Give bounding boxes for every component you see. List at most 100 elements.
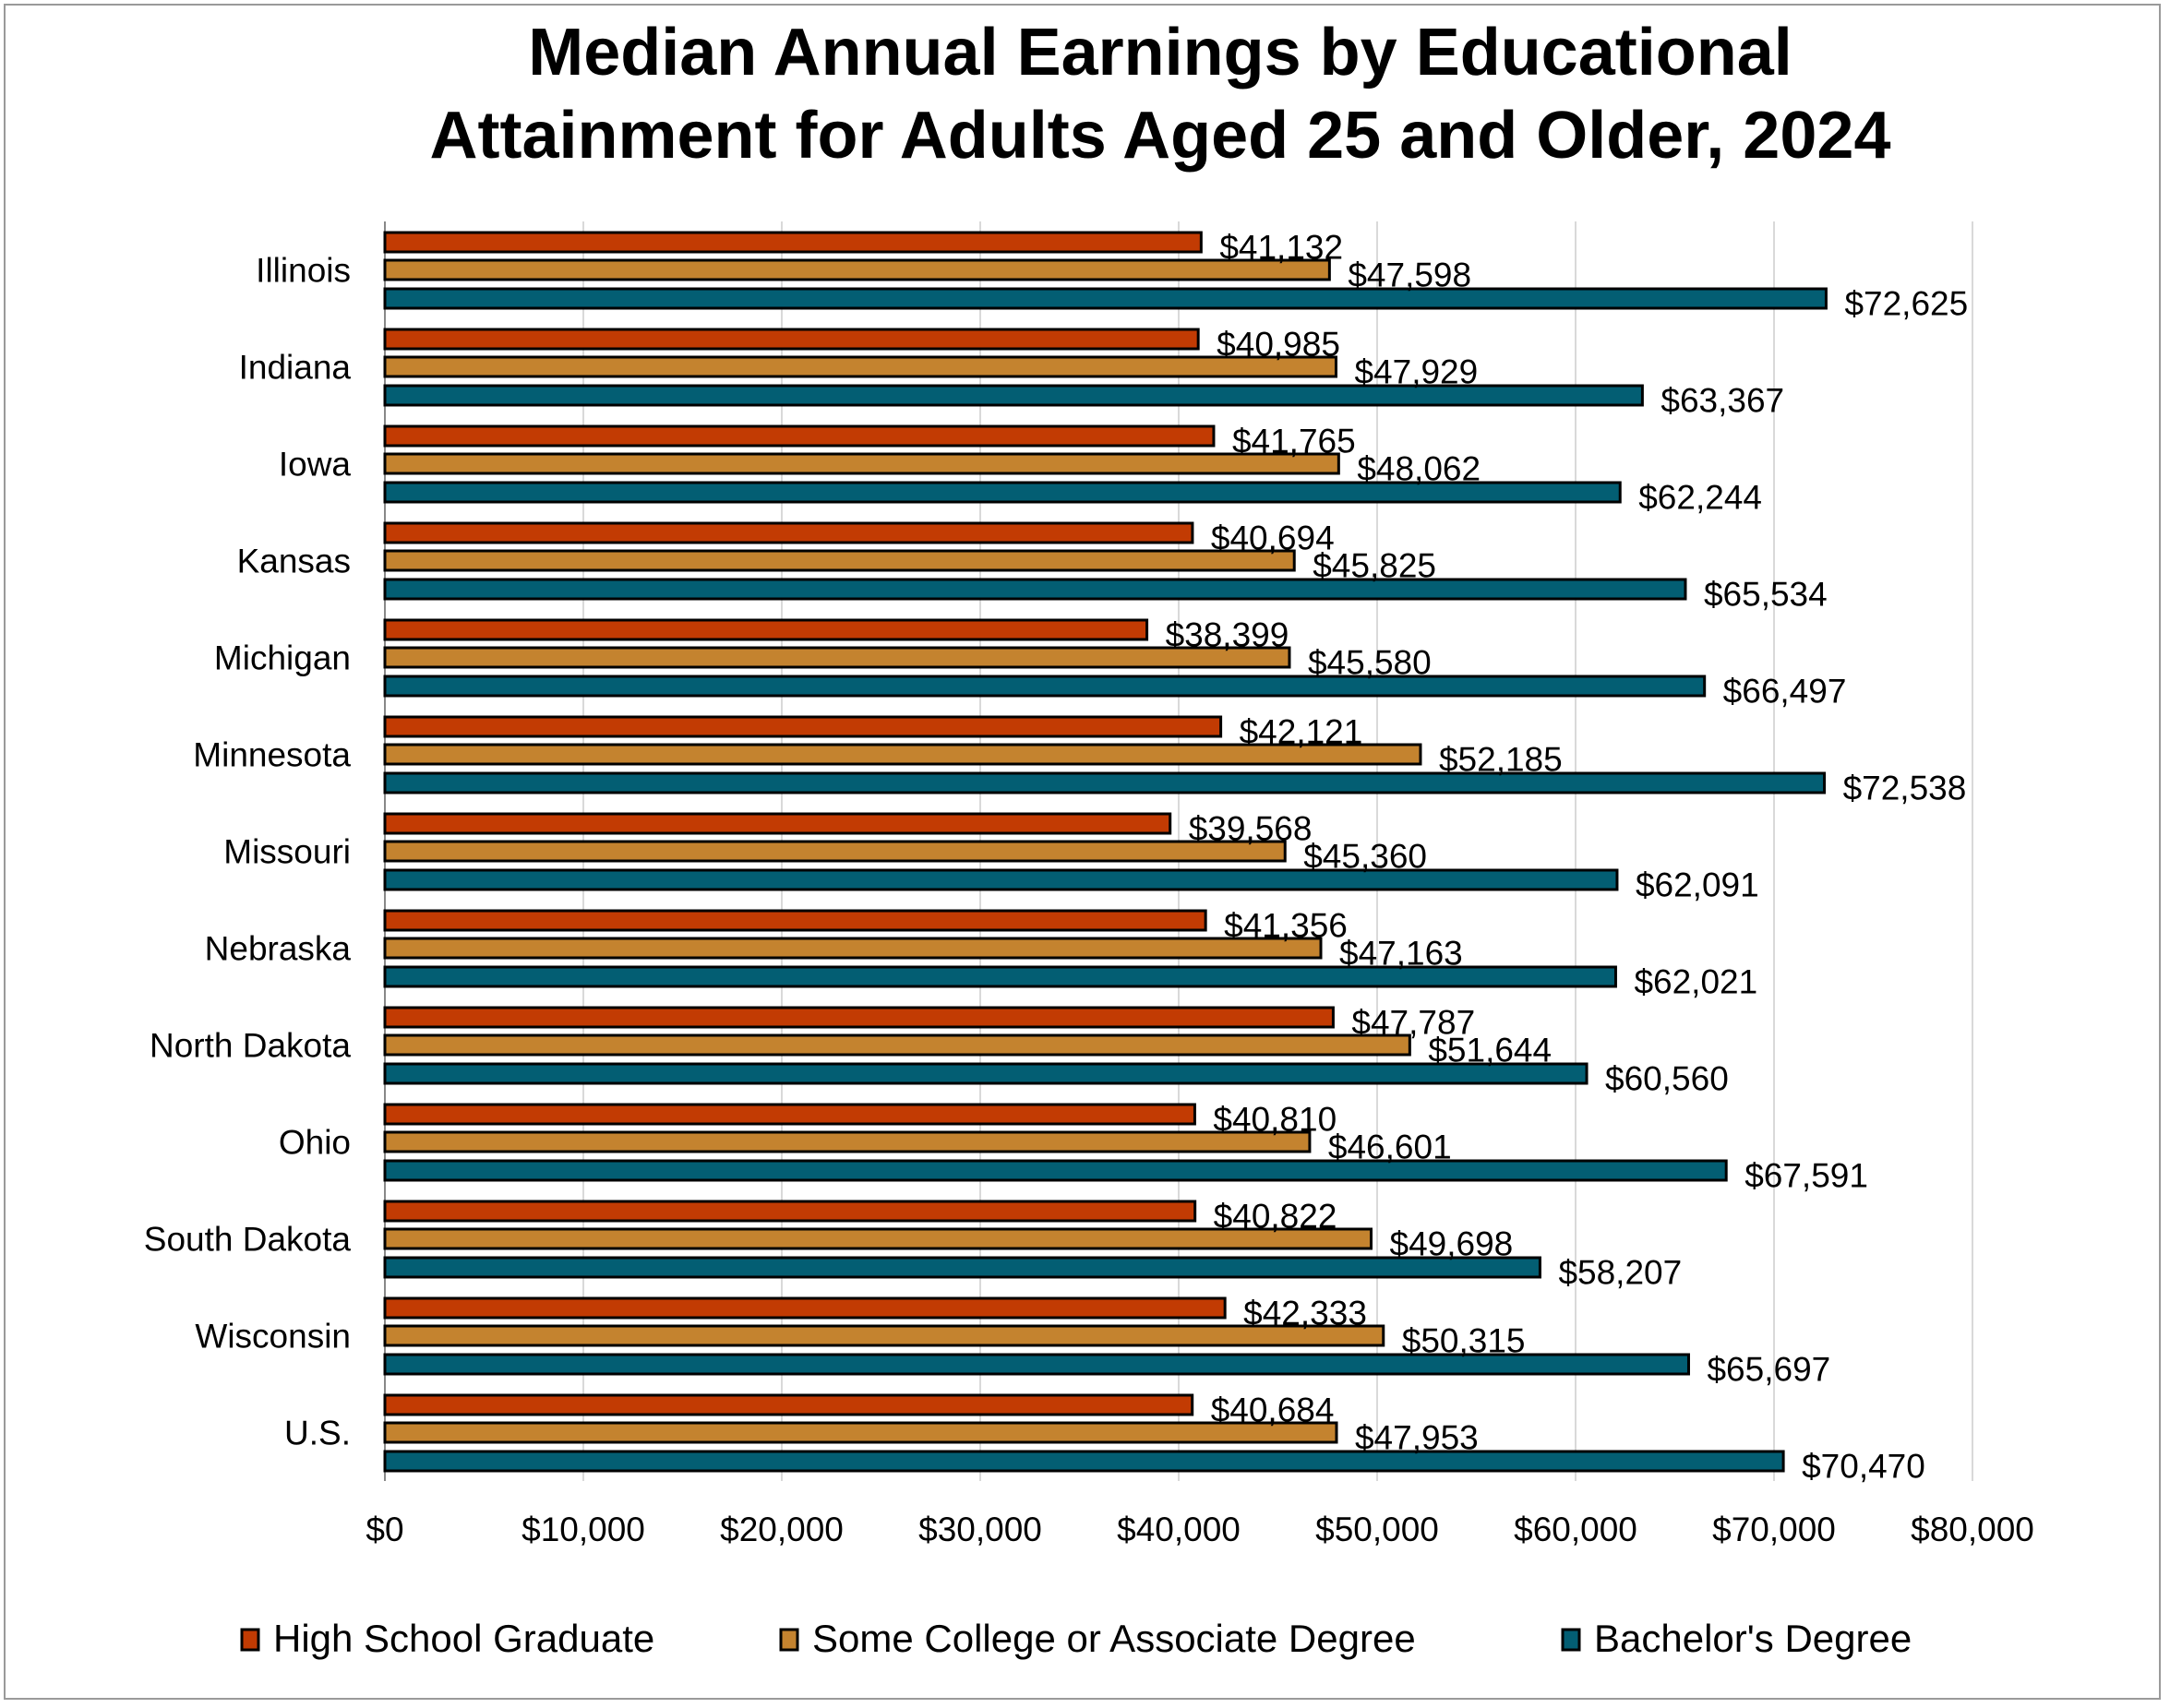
data-label: $39,568 [1189,810,1313,848]
bar [383,1200,1197,1223]
bar [383,328,1200,351]
x-tick-label: $80,000 [1911,1511,2034,1548]
bar [383,1227,1373,1250]
chart-frame [4,4,2161,1700]
x-tick-label: $70,000 [1712,1511,1836,1548]
x-tick-label: $50,000 [1315,1511,1439,1548]
bar [383,452,1340,475]
data-label: $41,356 [1224,907,1348,945]
bar [383,771,1827,794]
bar [383,231,1203,254]
data-label: $45,580 [1308,644,1432,682]
data-label: $41,132 [1219,229,1343,267]
bar [383,1256,1541,1279]
category-label: Wisconsin [195,1318,351,1356]
bar [383,1324,1385,1347]
bar [383,1159,1728,1182]
bar [383,384,1644,407]
data-label: $47,163 [1339,935,1463,973]
data-label: $47,787 [1351,1004,1475,1042]
data-label: $62,021 [1634,963,1757,1001]
bar [383,258,1331,281]
legend-swatch [779,1628,799,1652]
data-label: $46,601 [1328,1129,1452,1166]
data-label: $47,953 [1355,1419,1479,1457]
bar [383,868,1619,891]
category-label: Nebraska [205,930,352,968]
data-label: $40,694 [1211,520,1335,557]
data-label: $72,625 [1844,285,1968,323]
bar [383,521,1194,544]
chart-title-line-1: Median Annual Earnings by Educational [528,16,1792,90]
x-tick-label: $20,000 [720,1511,844,1548]
data-label: $40,684 [1211,1391,1335,1429]
data-label: $47,929 [1354,353,1478,391]
data-label: $45,825 [1313,547,1436,585]
category-label: Missouri [223,833,351,871]
category-label: U.S. [284,1415,351,1452]
data-label: $72,538 [1843,770,1967,807]
bar [383,1006,1335,1029]
category-label: South Dakota [144,1221,352,1259]
data-label: $42,121 [1240,713,1363,751]
bar [383,1393,1194,1416]
bar [383,715,1223,738]
data-label: $47,598 [1348,257,1471,294]
x-tick-label: $0 [366,1511,403,1548]
data-label: $66,497 [1723,673,1847,711]
data-label: $60,560 [1605,1060,1729,1098]
data-label: $67,591 [1744,1157,1868,1195]
bar [383,812,1172,835]
category-label: North Dakota [150,1027,351,1065]
bar [383,1130,1312,1153]
bar [383,675,1707,698]
data-label: $50,315 [1402,1322,1526,1360]
bar [383,1103,1196,1126]
bar [383,355,1337,378]
bar [383,1033,1411,1057]
bar [383,1450,1785,1473]
bar [383,743,1422,766]
data-label: $49,698 [1390,1225,1514,1263]
category-label: Illinois [256,252,351,290]
legend-swatch [1561,1628,1581,1652]
bar [383,618,1149,641]
data-label: $62,091 [1636,866,1759,904]
x-tick-label: $30,000 [918,1511,1042,1548]
category-label: Ohio [279,1124,351,1162]
bar [383,287,1828,310]
category-label: Iowa [279,446,352,484]
bar [383,424,1216,448]
data-label: $41,765 [1232,423,1356,460]
data-label: $62,244 [1638,479,1762,517]
bar [383,965,1617,988]
data-label: $40,822 [1214,1198,1337,1236]
bar [383,1062,1589,1085]
x-tick-label: $60,000 [1514,1511,1637,1548]
data-label: $70,470 [1802,1448,1925,1486]
bar [383,481,1622,504]
data-label: $40,810 [1213,1101,1337,1139]
x-tick-label: $40,000 [1117,1511,1241,1548]
data-label: $58,207 [1558,1254,1682,1292]
legend-swatch [240,1628,260,1652]
legend-label: High School Graduate [273,1617,654,1660]
data-label: $65,534 [1704,576,1828,614]
data-label: $63,367 [1660,382,1784,420]
category-label: Michigan [214,639,351,677]
bar [383,1421,1338,1444]
data-label: $38,399 [1166,616,1289,654]
bar [383,937,1323,960]
bar [383,909,1207,932]
bar [383,840,1287,863]
category-label: Minnesota [193,736,351,774]
data-label: $45,360 [1303,838,1427,876]
data-label: $65,697 [1707,1351,1830,1389]
data-label: $40,985 [1217,326,1340,364]
data-label: $48,062 [1357,450,1481,488]
category-label: Indiana [239,349,352,387]
bar [383,549,1296,572]
data-label: $52,185 [1439,741,1563,779]
bar [383,646,1291,669]
